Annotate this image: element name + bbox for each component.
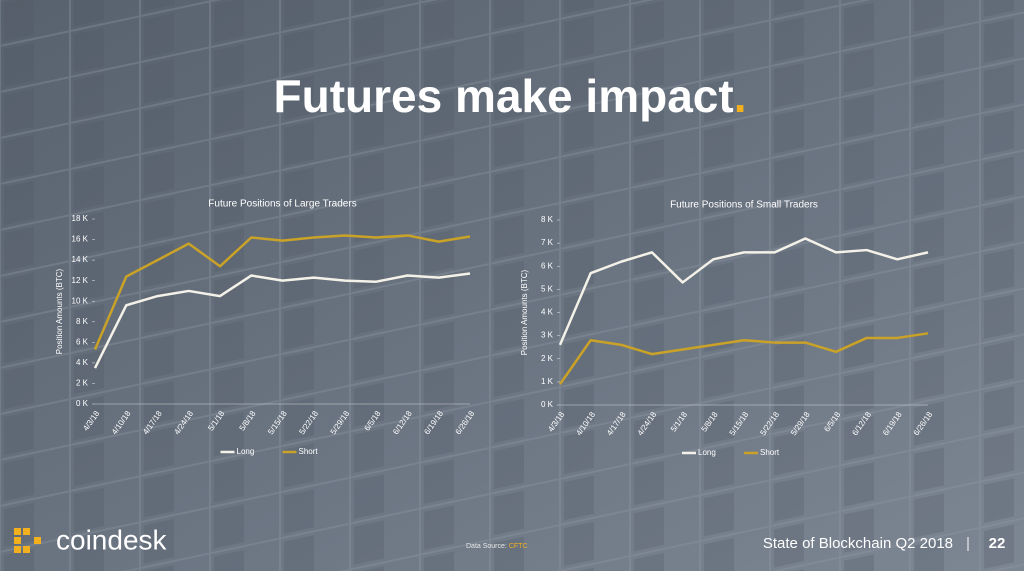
logo-icon xyxy=(14,537,21,544)
logo-icon xyxy=(34,537,41,544)
y-tick-label: 8 K xyxy=(76,317,89,326)
chart-title: Future Positions of Large Traders xyxy=(208,199,356,210)
y-tick-label: 6 K xyxy=(541,261,554,270)
y-tick-label: 12 K xyxy=(72,276,89,285)
legend-label: Long xyxy=(698,448,716,457)
y-tick-label: 7 K xyxy=(541,238,554,247)
legend-label: Short xyxy=(299,447,319,456)
legend-label: Long xyxy=(237,447,255,456)
y-tick-label: 2 K xyxy=(76,379,89,388)
logo: coindesk xyxy=(14,524,168,555)
y-tick-label: 1 K xyxy=(541,377,554,386)
data-line xyxy=(558,332,929,385)
logo-icon xyxy=(14,528,21,535)
y-tick-label: 0 K xyxy=(76,399,89,408)
y-tick-label: 6 K xyxy=(76,337,89,346)
y-tick-label: 5 K xyxy=(541,284,554,293)
data-line xyxy=(93,234,471,351)
page-number: 22 xyxy=(989,535,1006,552)
y-axis-label: Position Amounts (BTC) xyxy=(520,269,529,355)
y-tick-label: 16 K xyxy=(72,235,89,244)
source-name: CFTC xyxy=(509,543,528,550)
chart-title: Future Positions of Small Traders xyxy=(670,200,818,211)
report-name: State of Blockchain Q2 2018 xyxy=(763,535,953,552)
y-tick-label: 18 K xyxy=(72,214,89,223)
source-label: Data Source: xyxy=(466,543,507,550)
title-dot: . xyxy=(734,70,747,122)
y-tick-label: 10 K xyxy=(72,296,89,305)
y-axis-label: Position Amounts (BTC) xyxy=(55,268,64,354)
y-tick-label: 0 K xyxy=(541,400,554,409)
source: Data Source: CFTC xyxy=(466,543,527,550)
logo-icon xyxy=(23,546,30,553)
y-tick-label: 8 K xyxy=(541,215,554,224)
logo-icon xyxy=(23,528,30,535)
y-tick-label: 4 K xyxy=(541,308,554,317)
logo-icon xyxy=(14,546,21,553)
logo-text: coindesk xyxy=(56,524,168,555)
y-tick-label: 4 K xyxy=(76,358,89,367)
y-tick-label: 14 K xyxy=(72,255,89,264)
slide-title: Futures make impact. xyxy=(274,70,747,122)
title-text: Futures make impact xyxy=(274,70,734,122)
y-tick-label: 3 K xyxy=(541,331,554,340)
legend-label: Short xyxy=(760,448,780,457)
data-line xyxy=(558,237,929,346)
data-line xyxy=(93,272,471,369)
y-tick-label: 2 K xyxy=(541,354,554,363)
